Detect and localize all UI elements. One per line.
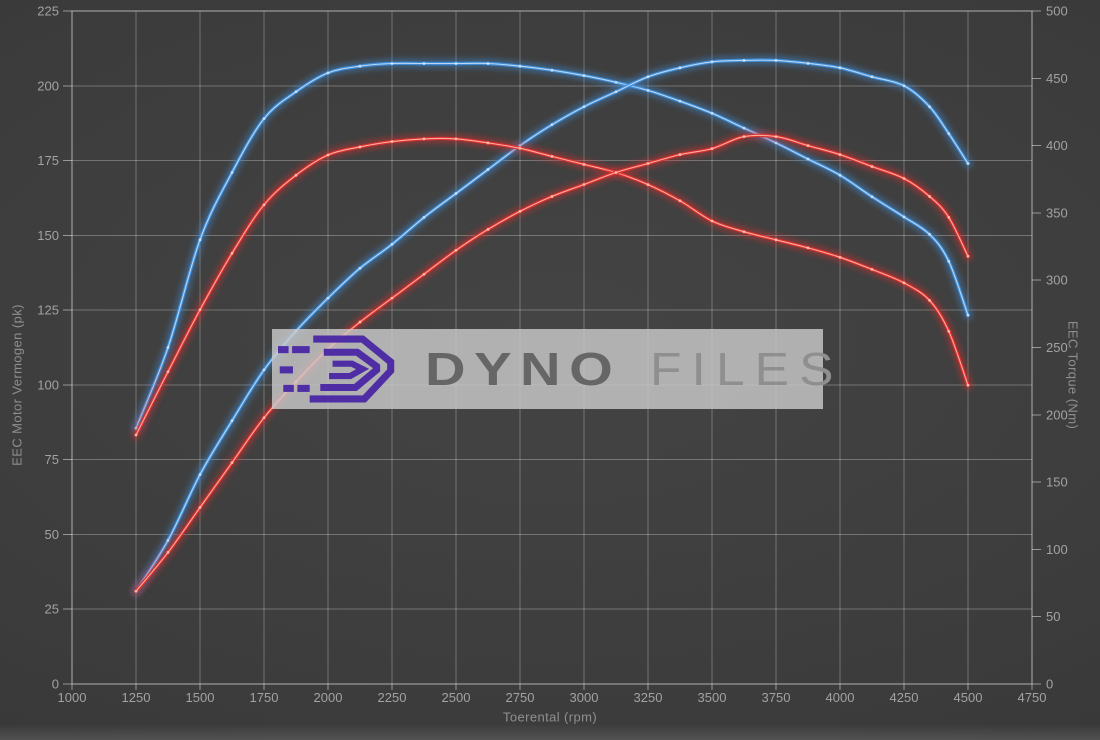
- watermark-brand-light: FILES: [650, 343, 844, 395]
- series-torque-stock-red: [131, 133, 973, 440]
- y-right-tick-label: 400: [1046, 138, 1068, 153]
- y-right-tick-label: 50: [1046, 609, 1060, 624]
- y-left-tick-label: 25: [45, 602, 59, 617]
- y-right-tick-label: 150: [1046, 475, 1068, 490]
- y-left-tick-label: 225: [37, 4, 59, 19]
- watermark: DYNO FILES: [272, 329, 834, 409]
- y-right-tick-label: 500: [1046, 4, 1068, 19]
- y-left-tick-label: 50: [45, 527, 59, 542]
- y-left-tick-label: 100: [37, 377, 59, 392]
- x-tick-label: 1250: [122, 690, 151, 705]
- y-right-tick-label: 300: [1046, 273, 1068, 288]
- x-tick-label: 1750: [250, 690, 279, 705]
- grid-lines: [71, 10, 1033, 685]
- y-left-tick-label: 175: [37, 153, 59, 168]
- x-tick-label: 2000: [314, 690, 343, 705]
- y-left-tick-label: 200: [37, 78, 59, 93]
- watermark-brand-bold: DYNO: [425, 343, 622, 395]
- x-tick-label: 3500: [698, 690, 727, 705]
- x-tick-label: 2750: [506, 690, 535, 705]
- series-power-tuned-blue: [131, 55, 973, 597]
- y-right-tick-label: 0: [1046, 677, 1053, 692]
- y-left-tick-label: 0: [52, 677, 59, 692]
- x-tick-label: 3750: [762, 690, 791, 705]
- x-tick-label: 1000: [58, 690, 87, 705]
- y-left-tick-label: 150: [37, 228, 59, 243]
- y-right-tick-label: 250: [1046, 340, 1068, 355]
- x-tick-label: 3250: [634, 690, 663, 705]
- x-tick-label: 3000: [570, 690, 599, 705]
- y-axis-left-label: EEC Motor Vermogen (pk): [9, 304, 25, 466]
- y-right-tick-label: 200: [1046, 407, 1068, 422]
- x-tick-label: 4000: [826, 690, 855, 705]
- x-tick-label: 2250: [378, 690, 407, 705]
- x-tick-label: 4500: [954, 690, 983, 705]
- y-right-tick-label: 350: [1046, 205, 1068, 220]
- x-tick-label: 4250: [890, 690, 919, 705]
- x-tick-label: 2500: [442, 690, 471, 705]
- tick-labels: 0255075100125150175200225050100150200250…: [37, 4, 1067, 706]
- y-left-tick-label: 125: [37, 303, 59, 318]
- tick-marks: [63, 10, 1041, 690]
- y-axis-right-label: EEC Torque (Nm): [1065, 320, 1081, 430]
- x-tick-label: 4750: [1018, 690, 1047, 705]
- y-right-tick-label: 100: [1046, 542, 1068, 557]
- watermark-brand: DYNO FILES: [425, 342, 833, 396]
- x-axis-label: Toerental (rpm): [502, 709, 598, 725]
- dynofiles-logo-icon: [278, 335, 395, 403]
- x-tick-label: 1500: [186, 690, 215, 705]
- y-right-tick-label: 450: [1046, 71, 1068, 86]
- series-torque-tuned-blue: [131, 58, 973, 434]
- y-left-tick-label: 75: [45, 452, 59, 467]
